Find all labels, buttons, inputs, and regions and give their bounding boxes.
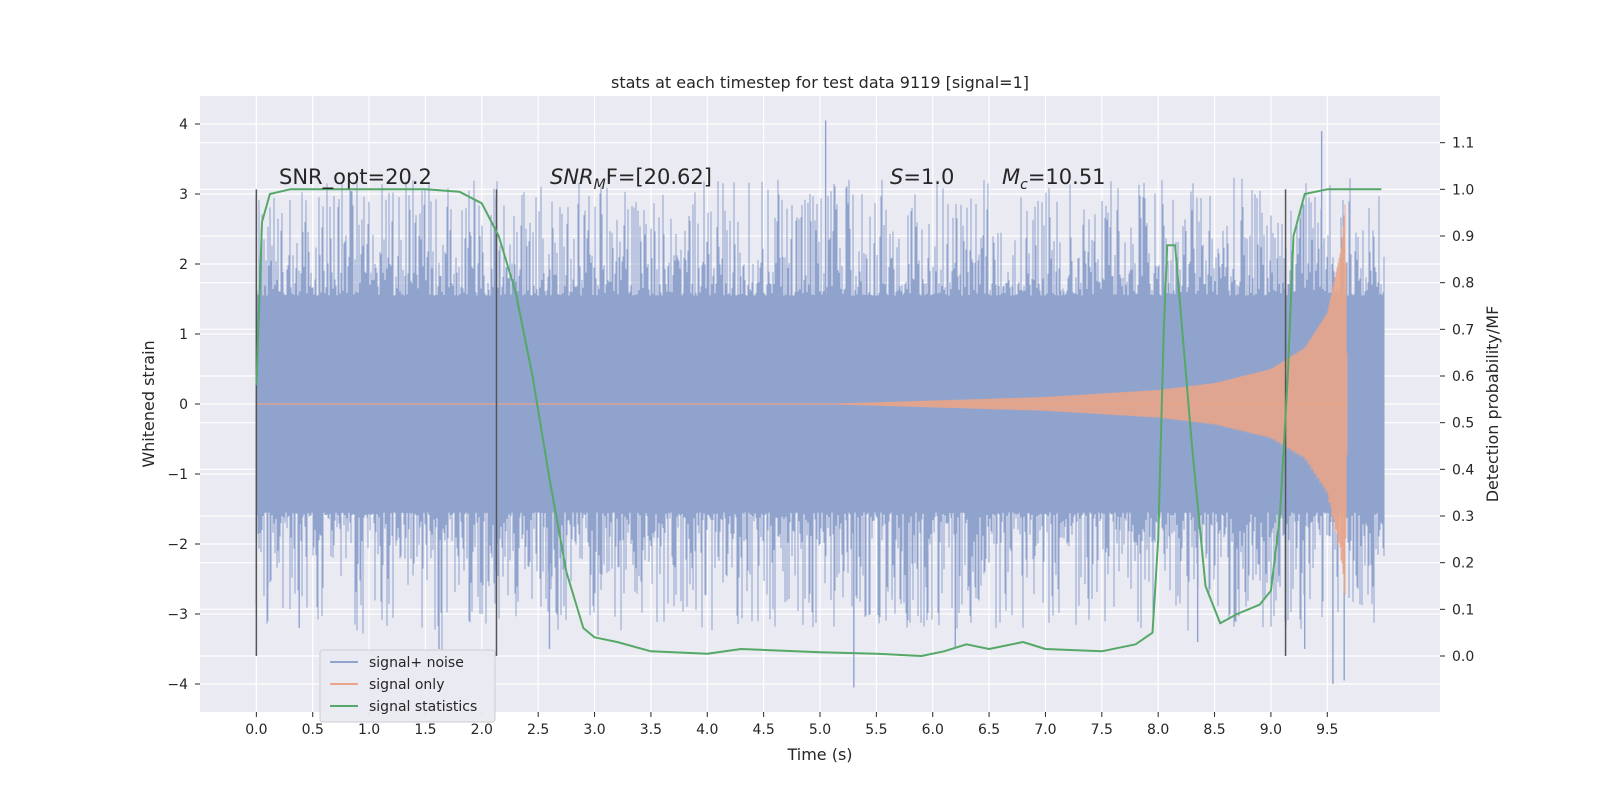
yr-tick-label-5: 0.5 <box>1452 416 1474 432</box>
x-tick-label-17: 8.5 <box>1203 722 1225 738</box>
x-tick-label-15: 7.5 <box>1091 722 1113 738</box>
annotation-snr-opt: SNR_opt=20.2 <box>279 165 432 190</box>
legend: signal+ noise signal only signal statist… <box>319 649 496 723</box>
y-right-axis-label: Detection probability/MF <box>1483 306 1502 503</box>
x-tick-label-12: 6.0 <box>922 722 944 738</box>
x-tick-label-1: 0.5 <box>302 722 324 738</box>
y-tick-label-8: 4 <box>179 117 188 133</box>
x-tick-label-9: 4.5 <box>753 722 775 738</box>
legend-label-stats: signal statistics <box>369 699 477 715</box>
x-tick-label-4: 2.0 <box>471 722 493 738</box>
y-tick-label-3: −1 <box>167 467 188 483</box>
x-tick-label-19: 9.5 <box>1316 722 1338 738</box>
x-tick-label-10: 5.0 <box>809 722 831 738</box>
yr-tick-label-6: 0.6 <box>1452 369 1474 385</box>
x-tick-label-11: 5.5 <box>865 722 887 738</box>
y-tick-label-5: 1 <box>179 327 188 343</box>
yr-tick-label-3: 0.3 <box>1452 509 1474 525</box>
y-tick-label-7: 3 <box>179 187 188 203</box>
yr-tick-label-9: 0.9 <box>1452 229 1474 245</box>
annotation-snr-mf: SNRMF=[20.62] <box>550 165 712 193</box>
x-axis-label: Time (s) <box>786 745 852 764</box>
y-tick-label-2: −2 <box>167 537 188 553</box>
x-tick-label-2: 1.0 <box>358 722 380 738</box>
x-tick-label-14: 7.0 <box>1034 722 1056 738</box>
x-tick-label-7: 3.5 <box>640 722 662 738</box>
y-right-axis-ticks: 0.0 0.1 0.2 0.3 0.4 0.5 0.6 0.7 0.8 0.9 1.0 1.1 <box>1440 136 1474 665</box>
annotation-mc-rest: =10.51 <box>1028 165 1106 189</box>
y-tick-label-4: 0 <box>179 397 188 413</box>
yr-tick-label-0: 0.0 <box>1452 649 1474 665</box>
annotation-mc: Mc=10.51 <box>1002 165 1106 193</box>
x-tick-label-6: 3.0 <box>583 722 605 738</box>
x-tick-label-8: 4.0 <box>696 722 718 738</box>
y-tick-label-1: −3 <box>167 607 188 623</box>
x-tick-label-18: 9.0 <box>1260 722 1282 738</box>
legend-label-noise: signal+ noise <box>369 655 464 671</box>
y-axis-label: Whitened strain <box>139 340 158 467</box>
y-tick-label-0: −4 <box>167 677 188 693</box>
annotation-mc-sub: c <box>1020 177 1028 193</box>
annotation-mc-base: M <box>1002 165 1020 189</box>
yr-tick-label-1: 0.1 <box>1452 602 1474 618</box>
x-tick-label-13: 6.5 <box>978 722 1000 738</box>
y-tick-label-6: 2 <box>179 257 188 273</box>
chart-title: stats at each timestep for test data 911… <box>611 73 1029 92</box>
yr-tick-label-11: 1.1 <box>1452 136 1474 152</box>
yr-tick-label-8: 0.8 <box>1452 276 1474 292</box>
annotation-s-base: S <box>890 165 903 189</box>
legend-box <box>319 649 496 723</box>
x-tick-label-16: 8.0 <box>1147 722 1169 738</box>
annotation-snr-mf-sub: M <box>594 177 606 193</box>
annotation-s: S=1.0 <box>890 165 954 189</box>
x-tick-label-0: 0.0 <box>245 722 267 738</box>
yr-tick-label-7: 0.7 <box>1452 322 1474 338</box>
x-tick-label-3: 1.5 <box>414 722 436 738</box>
annotation-snr-mf-rest: F=[20.62] <box>606 165 712 189</box>
signal-series <box>256 204 1348 595</box>
legend-label-signal: signal only <box>369 677 444 693</box>
yr-tick-label-2: 0.2 <box>1452 556 1474 572</box>
stats-series <box>255 188 1382 657</box>
stats-line <box>255 188 1382 657</box>
x-tick-label-5: 2.5 <box>527 722 549 738</box>
yr-tick-label-10: 1.0 <box>1452 182 1474 198</box>
x-axis-ticks: 0.0 0.5 1.0 1.5 2.0 2.5 3.0 3.5 4.0 4.5 5.0 5.5 6.0 6… <box>245 712 1338 738</box>
annotation-s-rest: =1.0 <box>903 165 954 189</box>
annotation-snr-mf-base: SNR <box>550 165 594 189</box>
y-axis-ticks: −4 −3 −2 −1 0 1 2 3 4 <box>167 117 200 693</box>
yr-tick-label-4: 0.4 <box>1452 462 1474 478</box>
